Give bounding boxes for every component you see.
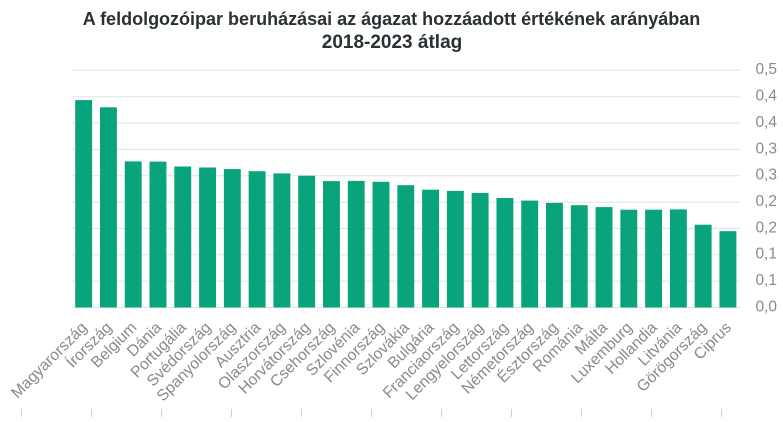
svg-text:0,4: 0,4 — [755, 114, 777, 131]
svg-text:0,2: 0,2 — [755, 193, 777, 210]
svg-text:0,3: 0,3 — [755, 167, 777, 184]
svg-text:0,4: 0,4 — [755, 88, 777, 105]
svg-text:0,2: 0,2 — [755, 219, 777, 236]
svg-text:2018-2023 átlag: 2018-2023 átlag — [322, 32, 463, 53]
svg-text:0,5: 0,5 — [755, 61, 777, 78]
svg-text:0,3: 0,3 — [755, 140, 777, 157]
svg-text:0,0: 0,0 — [755, 298, 777, 315]
svg-text:0,1: 0,1 — [755, 272, 777, 289]
svg-text:0,1: 0,1 — [755, 246, 777, 263]
svg-text:A feldolgozóipar beruházásai a: A feldolgozóipar beruházásai az ágazat h… — [83, 9, 701, 29]
